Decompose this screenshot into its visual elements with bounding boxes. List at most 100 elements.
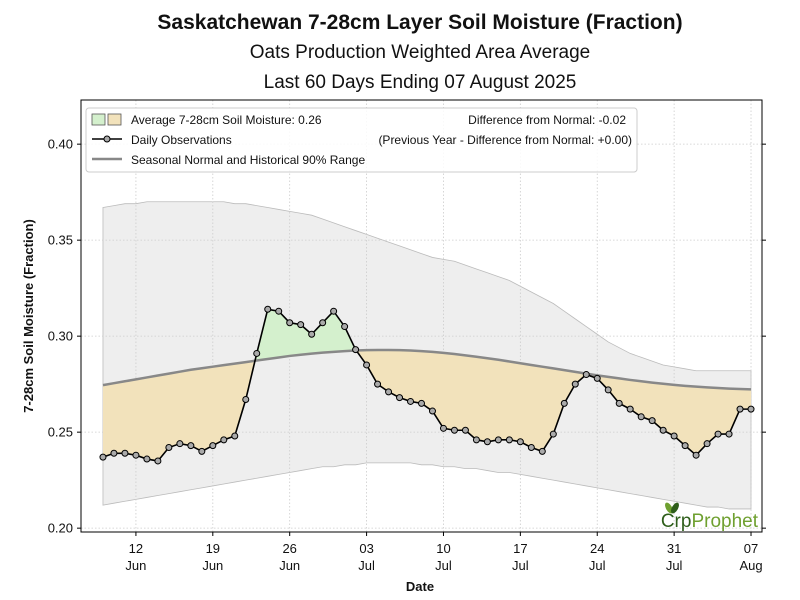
- chart-title: Saskatchewan 7-28cm Layer Soil Moisture …: [157, 11, 682, 34]
- observation-point: [110, 449, 118, 457]
- x-tick-label-day: 24: [590, 541, 604, 556]
- observation-point: [505, 436, 513, 444]
- observation-point: [99, 453, 107, 461]
- observation-point: [450, 426, 458, 434]
- observation-point: [725, 430, 733, 438]
- observation-point: [143, 455, 151, 463]
- observation-point: [549, 430, 557, 438]
- x-tick-label-day: 31: [667, 541, 681, 556]
- observation-point: [121, 449, 129, 457]
- observation-point: [714, 430, 722, 438]
- legend-previous-year-label: (Previous Year - Difference from Normal:…: [378, 133, 632, 147]
- x-tick-label-month: Jul: [666, 558, 683, 573]
- x-tick-label-month: Aug: [739, 558, 762, 573]
- observation-point: [132, 451, 140, 459]
- observation-point: [604, 386, 612, 394]
- observation-point: [681, 442, 689, 450]
- observation-point: [396, 394, 404, 402]
- observation-point: [659, 426, 667, 434]
- observation-point: [165, 444, 173, 452]
- cropprophet-logo: CrpProphet: [661, 511, 759, 532]
- observation-point: [670, 432, 678, 440]
- observation-point: [176, 440, 184, 448]
- legend-normal-label: Seasonal Normal and Historical 90% Range: [131, 153, 365, 167]
- observation-point: [593, 374, 601, 382]
- observation-point: [703, 440, 711, 448]
- observation-point: [187, 442, 195, 450]
- legend-below-swatch: [107, 113, 122, 126]
- observation-point: [527, 444, 535, 452]
- x-tick-label-day: 26: [282, 541, 296, 556]
- observation-point: [297, 321, 305, 329]
- observation-point: [253, 349, 261, 357]
- observation-point: [374, 380, 382, 388]
- x-tick-label-day: 12: [129, 541, 143, 556]
- y-axis-ticks: 0.20 0.25 0.30 0.35 0.40: [48, 137, 766, 536]
- observation-point: [275, 307, 283, 315]
- legend-average-label: Average 7-28cm Soil Moisture: 0.26: [131, 113, 322, 127]
- observation-points: [99, 305, 755, 465]
- x-tick-label-day: 19: [206, 541, 220, 556]
- observation-point: [472, 436, 480, 444]
- below-normal-fill: [102, 349, 752, 461]
- observation-point: [264, 305, 272, 313]
- observation-point: [461, 426, 469, 434]
- observation-point: [582, 371, 590, 379]
- observation-point: [626, 405, 634, 413]
- observation-point: [428, 407, 436, 415]
- observation-point: [330, 307, 338, 315]
- x-tick-label-month: Jul: [358, 558, 375, 573]
- y-tick-label: 0.40: [48, 137, 73, 152]
- observation-point: [154, 457, 162, 465]
- chart-subtitle-2: Last 60 Days Ending 07 August 2025: [264, 72, 577, 93]
- chart-subtitle-1: Oats Production Weighted Area Average: [250, 42, 590, 63]
- x-tick-label-month: Jul: [512, 558, 529, 573]
- legend-difference-label: Difference from Normal: -0.02: [468, 113, 626, 127]
- above-normal-fill: [254, 309, 357, 361]
- legend-observations-label: Daily Observations: [131, 133, 232, 147]
- y-axis-label: 7-28cm Soil Moisture (Fraction): [21, 219, 36, 413]
- observation-point: [308, 330, 316, 338]
- observation-point: [648, 417, 656, 425]
- observation-point: [385, 388, 393, 396]
- logo-text-part-3: Prophet: [691, 511, 758, 532]
- observation-point: [439, 424, 447, 432]
- observation-point: [407, 397, 415, 405]
- x-tick-label-month: Jul: [435, 558, 452, 573]
- x-tick-label-day: 07: [744, 541, 758, 556]
- observation-point: [352, 346, 360, 354]
- x-tick-label-month: Jun: [279, 558, 300, 573]
- observation-point: [231, 432, 239, 440]
- observation-point: [319, 319, 327, 327]
- observation-point: [494, 436, 502, 444]
- y-tick-label: 0.20: [48, 521, 73, 536]
- x-axis-ticks: 12 Jun 19 Jun 26 Jun 03 Jul 10 Jul 17 Jul 24 Jul 31 Jul…: [125, 532, 763, 573]
- observation-point: [637, 413, 645, 421]
- y-tick-label: 0.25: [48, 425, 73, 440]
- x-tick-label-month: Jul: [589, 558, 606, 573]
- x-tick-label-month: Jun: [202, 558, 223, 573]
- observation-point: [692, 451, 700, 459]
- x-tick-label-month: Jun: [125, 558, 146, 573]
- plot-frame: [80, 99, 763, 533]
- observation-point: [341, 323, 349, 331]
- observation-point: [209, 442, 217, 450]
- leaf-shape: [665, 502, 673, 514]
- observation-point: [747, 405, 755, 413]
- y-tick-label: 0.30: [48, 329, 73, 344]
- observation-point: [198, 447, 206, 455]
- observation-point: [516, 438, 524, 446]
- observation-point: [286, 319, 294, 327]
- observation-point: [560, 399, 568, 407]
- legend-observations-marker: [103, 135, 111, 143]
- logo-leaf-icon: [665, 502, 679, 514]
- logo-text-part-2: p: [681, 511, 692, 532]
- legend: Average 7-28cm Soil Moisture: 0.26 Diffe…: [85, 107, 638, 173]
- x-tick-label-day: 10: [436, 541, 450, 556]
- observation-point: [736, 405, 744, 413]
- y-tick-label: 0.35: [48, 233, 73, 248]
- observation-point: [615, 399, 623, 407]
- legend-box: [85, 107, 638, 173]
- x-tick-label-day: 17: [513, 541, 527, 556]
